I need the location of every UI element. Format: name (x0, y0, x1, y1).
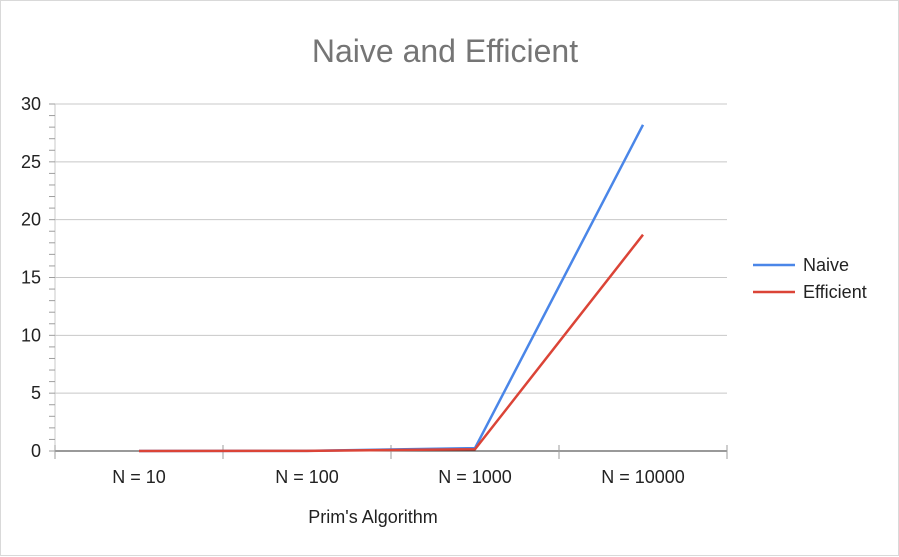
y-axis: 0 5 10 15 20 25 30 (21, 94, 56, 461)
y-tick-label: 30 (21, 94, 41, 114)
gridlines (55, 103, 727, 452)
legend-label-efficient: Efficient (803, 282, 867, 302)
x-tick-label: N = 10000 (601, 467, 685, 487)
x-tick-label: N = 10 (112, 467, 166, 487)
y-tick-label: 20 (21, 210, 41, 230)
series-line-efficient (138, 233, 644, 453)
x-axis: N = 10 N = 100 N = 1000 N = 10000 (54, 445, 728, 487)
legend-label-naive: Naive (803, 255, 849, 275)
y-tick-label: 15 (21, 268, 41, 288)
chart-title: Naive and Efficient (312, 33, 578, 69)
y-tick-label: 5 (31, 383, 41, 403)
series-line-naive (138, 124, 645, 453)
series-lines (138, 124, 645, 453)
legend: Naive Efficient (753, 255, 867, 302)
x-tick-label: N = 1000 (438, 467, 512, 487)
x-axis-title: Prim's Algorithm (308, 507, 437, 527)
y-tick-label: 25 (21, 152, 41, 172)
y-tick-label: 10 (21, 325, 41, 345)
y-tick-label: 0 (31, 441, 41, 461)
x-tick-label: N = 100 (275, 467, 339, 487)
